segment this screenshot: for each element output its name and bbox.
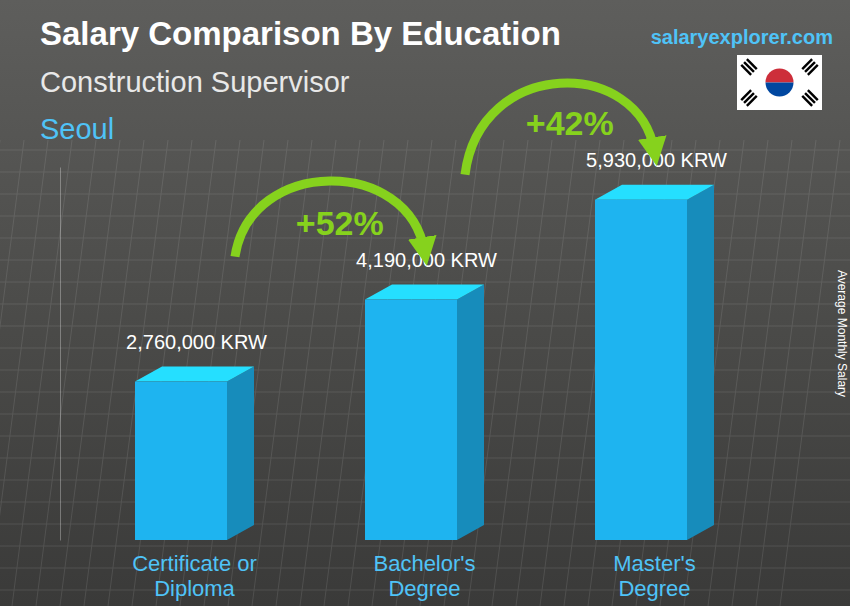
flag [737,55,822,110]
chart-svg: 2,760,000 KRW 4,190,000 KRW 5,930,000 KRW C… [0,0,850,606]
flag-red [766,69,794,83]
annotation: +52% [296,204,384,242]
x-tick-label: Bachelor'sDegree [373,551,475,601]
annotation-arrow [235,181,425,257]
background-line [12,140,72,606]
background-pattern [0,140,850,606]
bar-top [595,185,714,200]
x-tick-label: Certificate orDiploma [132,551,257,601]
flag-trigram [740,89,757,106]
bar-top [135,367,254,382]
x-tick-label-line: Degree [618,576,690,601]
bar-top [365,285,484,300]
x-tick-label: Master'sDegree [613,551,695,601]
flag-bar [746,95,758,107]
bar-group [365,285,484,540]
bar-side [227,367,254,540]
flag-bar [740,64,752,76]
y-axis [60,168,61,541]
bar [135,382,227,540]
flag-trigram [801,89,818,106]
background-line [684,140,744,606]
x-tick-label-line: Master's [613,551,695,576]
background-line [708,140,768,606]
subtitle: Construction Supervisor [40,66,350,98]
flag-blue [766,83,794,97]
x-tick-label-line: Diploma [154,576,235,601]
background-line [540,140,600,606]
x-tick-label-line: Bachelor's [373,551,475,576]
background-line [0,140,24,606]
x-tick-label-line: Degree [388,576,460,601]
data-label: 5,930,000 KRW [586,149,727,171]
flag-bar [801,95,813,107]
background-line [0,282,850,283]
x-axis: Certificate orDiplomaBachelor'sDegreeMas… [132,551,696,601]
source: salaryexplorer.com [651,26,833,48]
bar-group [135,367,254,540]
background-line [492,140,552,606]
background-line [0,216,850,217]
flag-field [737,55,822,110]
location: Seoul [40,113,114,145]
bar [365,300,457,540]
data-label: 2,760,000 KRW [126,331,267,353]
background-line [0,172,850,173]
background-line [732,140,792,606]
x-tick-label-line: Certificate or [132,551,257,576]
bar-side [687,185,714,540]
background-line [756,140,816,606]
flag-trigram [801,58,818,75]
data-labels: 2,760,000 KRW 4,190,000 KRW 5,930,000 KRW [126,149,727,353]
annotation: +42% [526,104,614,142]
annotation-arrow [465,83,655,174]
y-axis-line [60,168,61,541]
background-line [516,140,576,606]
flag-trigram [740,58,757,75]
bar-side [457,285,484,540]
background-line [60,140,120,606]
bar-group [595,185,714,540]
bar [595,200,687,540]
data-label: 4,190,000 KRW [356,249,497,271]
background-line [36,140,96,606]
background-line [0,194,850,195]
background-line [780,140,840,606]
annotations: +52% +42% [235,83,655,257]
flag-bar [807,64,819,76]
background-line [0,140,48,606]
y-axis-title: Average Monthly Salary [835,270,849,397]
background-line [0,546,850,547]
background [0,0,850,606]
title: Salary Comparison By Education [40,15,561,52]
